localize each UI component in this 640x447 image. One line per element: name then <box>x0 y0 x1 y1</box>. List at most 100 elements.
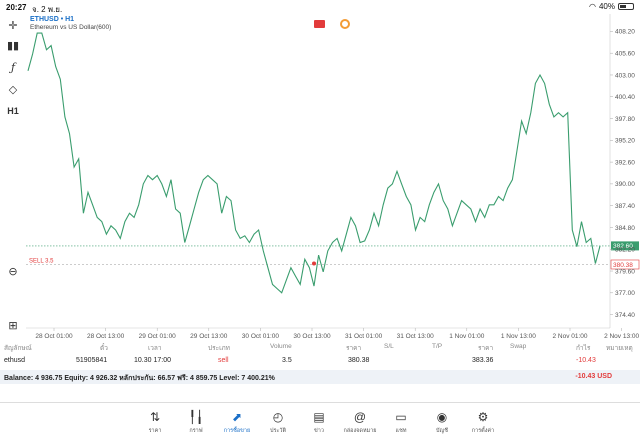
nav-news[interactable]: ▤ ข่าว <box>299 409 339 435</box>
sell-position-label: SELL 3.5 <box>29 258 54 264</box>
nav-mailbox[interactable]: @ กล่องจดหมาย <box>340 409 380 435</box>
y-tick-label: 395.20 <box>615 138 635 145</box>
chart-toolbar: ✛ ▮▮ ƒ ◇ H1 ⊖ ⊞ <box>0 14 26 344</box>
y-tick-label: 400.40 <box>615 94 635 101</box>
row-time: 10.30 17:00 <box>134 357 171 364</box>
nav-history[interactable]: ◴ ประวัติ <box>258 409 298 435</box>
chat-icon: ▭ <box>395 410 407 424</box>
zoom-icon[interactable]: ⊖ <box>8 265 18 278</box>
status-bar: 20:27 จ. 2 พ.ย. ◠ 40% <box>0 0 640 14</box>
one-click-sell-icon[interactable] <box>314 20 325 28</box>
wifi-icon: ◠ <box>589 2 596 11</box>
trade-table-header: สัญลักษณ์ ตั๋ว เวลา ประเภท Volume ราคา S… <box>0 340 640 352</box>
header-time: เวลา <box>148 345 162 352</box>
indicators-icon[interactable]: ƒ <box>10 60 16 74</box>
y-tick-label: 403.00 <box>615 72 635 79</box>
header-comment: หมายเหตุ <box>606 345 633 352</box>
entry-price-badge <box>610 259 640 270</box>
gear-icon: ⚙ <box>477 410 489 424</box>
balance-text: Balance: 4 936.75 Equity: 4 926.32 หลักป… <box>4 375 275 382</box>
trend-icon: ⬈ <box>231 410 243 424</box>
row-current-price: 383.36 <box>472 357 494 364</box>
price-line <box>27 32 601 294</box>
at-icon: @ <box>353 410 367 424</box>
battery-percent: 40% <box>598 2 615 11</box>
header-ticket: ตั๋ว <box>100 345 108 352</box>
arrows-updown-icon: ⇅ <box>149 410 161 424</box>
nav-quotes-label: ราคา <box>148 428 162 434</box>
entry-marker <box>312 261 316 266</box>
bottom-nav: ⇅ ราคา ╿╽ กราฟ ⬈ การซื้อขาย ◴ ประวัติ ▤ … <box>0 402 640 447</box>
timeframe-icon[interactable]: H1 <box>7 106 19 116</box>
x-tick-label: 31 Oct 01:00 <box>345 333 383 340</box>
news-icon: ▤ <box>313 410 325 424</box>
y-tick-label: 387.40 <box>615 203 635 210</box>
nav-trade-label: การซื้อขาย <box>223 428 251 434</box>
balance-profit: -10.43 USD <box>575 373 612 380</box>
nav-quotes[interactable]: ⇅ ราคา <box>135 409 175 435</box>
connection-icon[interactable] <box>340 19 350 29</box>
x-tick-label: 1 Nov 01:00 <box>449 333 484 340</box>
y-tick-label: 405.60 <box>615 50 635 57</box>
row-ticket: 51905841 <box>76 357 108 364</box>
y-tick-label: 379.60 <box>615 268 635 275</box>
symbol-description: Ethereum vs US Dollar(600) <box>30 24 112 31</box>
x-tick-label: 28 Oct 13:00 <box>87 333 125 340</box>
row-profit: -10.43 <box>576 357 596 364</box>
y-tick-label: 408.20 <box>615 29 635 36</box>
x-tick-label: 29 Oct 13:00 <box>190 333 228 340</box>
row-type: sell <box>218 357 229 364</box>
header-sl: S/L <box>384 343 394 350</box>
nav-mailbox-label: กล่องจดหมาย <box>343 428 377 434</box>
row-symbol: ethusd <box>4 357 26 364</box>
price-chart[interactable]: 382.60 380.38 SELL 3.5 408.20 405.60 403.00 4… <box>26 14 640 344</box>
nav-trade[interactable]: ⬈ การซื้อขาย <box>217 409 257 435</box>
nav-accounts[interactable]: ◉ บัญชี <box>422 409 462 435</box>
candles-icon[interactable]: ▮▮ <box>6 39 20 52</box>
bid-price-label: 382.60 <box>613 243 633 250</box>
x-tick-label: 31 Oct 13:00 <box>397 333 435 340</box>
header-current-price: ราคา <box>478 345 494 352</box>
x-tick-label: 29 Oct 01:00 <box>139 333 177 340</box>
candles-icon: ╿╽ <box>188 410 204 424</box>
nav-chat-label: แชท <box>395 428 407 434</box>
y-tick-label: 382.20 <box>615 247 635 254</box>
nav-settings[interactable]: ⚙ การตั้งค่า <box>463 409 503 435</box>
nav-chart[interactable]: ╿╽ กราฟ <box>176 409 216 435</box>
header-profit: กำไร <box>576 345 591 352</box>
nav-chart-label: กราฟ <box>189 428 203 434</box>
y-tick-label: 377.00 <box>615 290 635 297</box>
header-price: ราคา <box>346 345 362 352</box>
table-row[interactable]: ethusd 51905841 10.30 17:00 sell 3.5 380… <box>0 354 640 368</box>
header-symbol: สัญลักษณ์ <box>4 345 32 352</box>
x-tick-label: 2 Nov 13:00 <box>604 333 639 340</box>
symbol-title: ETHUSD • H1 <box>30 16 75 23</box>
battery-icon <box>618 3 634 10</box>
clock-icon: ◴ <box>272 410 284 424</box>
crosshair-icon[interactable]: ✛ <box>8 19 18 32</box>
header-swap: Swap <box>510 343 527 350</box>
x-tick-label: 28 Oct 01:00 <box>35 333 73 340</box>
status-time: 20:27 <box>6 3 27 12</box>
balance-bar: Balance: 4 936.75 Equity: 4 926.32 หลักป… <box>0 370 640 384</box>
y-tick-label: 384.80 <box>615 225 635 232</box>
y-tick-label: 390.00 <box>615 181 635 188</box>
x-tick-label: 2 Nov 01:00 <box>552 333 587 340</box>
nav-history-label: ประวัติ <box>269 428 287 434</box>
x-tick-label: 1 Nov 13:00 <box>501 333 536 340</box>
row-volume: 3.5 <box>282 357 292 364</box>
row-price: 380.38 <box>348 357 370 364</box>
nav-settings-label: การตั้งค่า <box>471 428 495 434</box>
y-tick-label: 397.80 <box>615 116 635 123</box>
header-volume: Volume <box>270 343 292 350</box>
nav-chat[interactable]: ▭ แชท <box>381 409 421 435</box>
header-type: ประเภท <box>208 345 230 352</box>
chart-canvas[interactable]: 382.60 380.38 SELL 3.5 408.20 405.60 403.00 4… <box>26 14 640 344</box>
header-tp: T/P <box>432 343 443 350</box>
add-icon[interactable]: ⊞ <box>8 319 18 332</box>
objects-icon[interactable]: ◇ <box>8 83 18 96</box>
y-tick-label: 392.60 <box>615 159 635 166</box>
x-tick-label: 30 Oct 13:00 <box>293 333 331 340</box>
entry-price-label: 380.38 <box>613 262 633 269</box>
user-icon: ◉ <box>436 410 448 424</box>
